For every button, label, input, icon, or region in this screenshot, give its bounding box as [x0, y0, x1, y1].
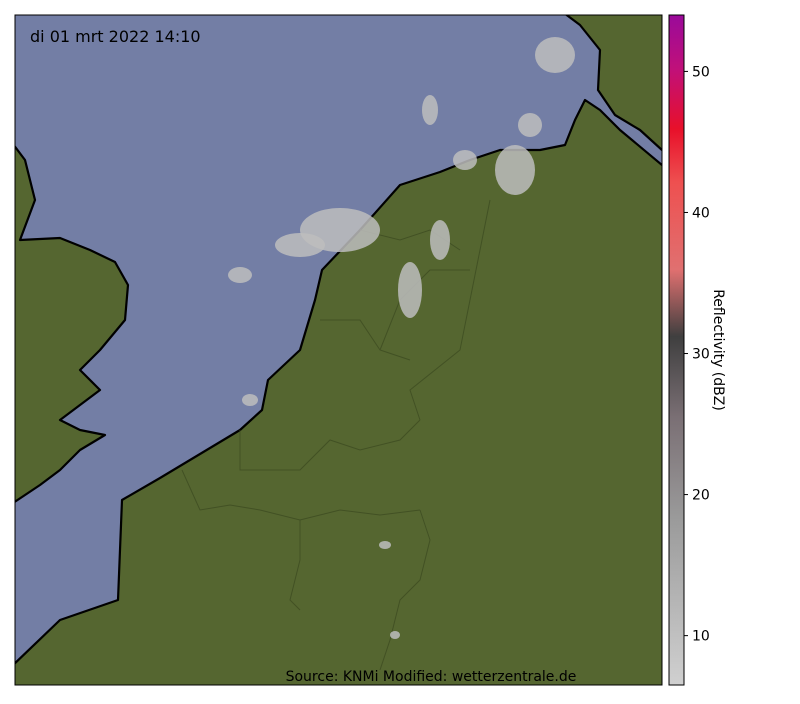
- continent: [15, 98, 662, 685]
- timestamp: di 01 mrt 2022 14:10: [30, 27, 201, 46]
- north-germany: [564, 15, 662, 152]
- colorbar-tick-label: 10: [692, 629, 710, 645]
- colorbar-label: Reflectivity (dBZ): [710, 289, 726, 411]
- precipitation: [228, 37, 575, 639]
- map-frame: [14, 14, 663, 686]
- england: [15, 144, 130, 503]
- colorbar: [668, 14, 685, 686]
- source-credit: Source: KNMi Modified: wetterzentrale.de: [286, 669, 577, 685]
- colorbar-tick-label: 50: [692, 64, 710, 80]
- colorbar-tick-label: 40: [692, 205, 710, 221]
- colorbar-tick-label: 20: [692, 488, 710, 504]
- map: [15, 15, 662, 685]
- colorbar-tick-label: 30: [692, 347, 710, 363]
